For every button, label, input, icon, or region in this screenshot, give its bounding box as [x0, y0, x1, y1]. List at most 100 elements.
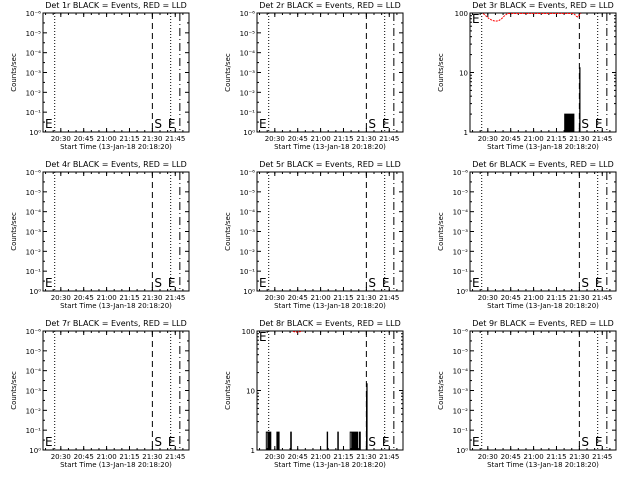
plot-title-6: Det 6r BLACK = Events, RED = LLD	[472, 160, 614, 169]
y-tick-label: 10⁻³	[26, 388, 42, 396]
y-tick-label: 10⁻²	[26, 407, 42, 415]
x-axis-label-1: Start Time (13-Jan-18 20:18:20)	[60, 143, 172, 151]
lld-series	[293, 330, 303, 333]
end-marker-E: E	[382, 117, 390, 131]
left-edge-marker-E: E	[45, 117, 53, 131]
y-tick-label: 10⁻³	[453, 229, 469, 237]
y-tick-label: 10⁰	[29, 288, 41, 296]
x-tick-label: 20:30	[478, 294, 498, 302]
y-tick-label: 10⁻⁶	[26, 10, 42, 18]
y-tick-label: 10⁻²	[453, 248, 469, 256]
y-axis-label-4: Counts/sec	[10, 212, 18, 251]
y-tick-label: 10⁻⁴	[26, 209, 42, 217]
x-tick-label: 21:15	[546, 453, 566, 461]
y-tick-label: 10⁻¹	[26, 427, 42, 435]
x-tick-label: 21:30	[356, 294, 376, 302]
left-edge-marker-E: E	[259, 276, 267, 290]
x-tick-label: 21:00	[310, 135, 330, 143]
end-marker-E: E	[168, 435, 176, 449]
x-tick-label: 20:30	[265, 453, 285, 461]
y-tick-label: 10⁻¹	[26, 268, 42, 276]
y-axis-label-1: Counts/sec	[10, 53, 18, 92]
y-tick-label: 10⁻⁵	[26, 30, 42, 38]
plot-frame-3	[469, 12, 617, 133]
x-tick-label: 20:30	[51, 294, 71, 302]
plot-frame-9	[469, 330, 617, 451]
y-tick-label: 10⁰	[243, 129, 255, 137]
y-tick-label: 10⁻⁵	[453, 189, 469, 197]
start-marker-S: S	[154, 117, 162, 131]
x-axis-label-3: Start Time (13-Jan-18 20:18:20)	[487, 143, 599, 151]
end-marker-E: E	[595, 276, 603, 290]
y-tick-label: 10⁻⁶	[240, 169, 256, 177]
y-tick-label: 10⁻⁵	[240, 30, 256, 38]
x-axis-label-7: Start Time (13-Jan-18 20:18:20)	[60, 461, 172, 469]
y-tick-label: 10⁻⁶	[240, 10, 256, 18]
y-tick-label: 10⁰	[29, 129, 41, 137]
x-tick-label: 21:45	[165, 135, 185, 143]
y-tick-label: 10⁻⁴	[26, 50, 42, 58]
y-tick-label: 10⁻³	[26, 229, 42, 237]
x-tick-label: 20:45	[288, 135, 308, 143]
x-tick-label: 21:30	[569, 135, 589, 143]
plot-title-3: Det 3r BLACK = Events, RED = LLD	[472, 1, 614, 10]
y-axis-label-6: Counts/sec	[437, 212, 445, 251]
y-tick-label: 10⁻⁶	[26, 328, 42, 336]
plot-title-4: Det 4r BLACK = Events, RED = LLD	[45, 160, 187, 169]
y-tick-label: 10⁻⁴	[26, 368, 42, 376]
start-marker-S: S	[581, 117, 589, 131]
y-tick-label: 10⁻⁴	[453, 368, 469, 376]
start-marker-S: S	[368, 117, 376, 131]
y-tick-label: 10⁻⁵	[240, 189, 256, 197]
y-tick-label: 10⁻¹	[240, 109, 256, 117]
x-tick-label: 21:00	[523, 135, 543, 143]
plot-frame-4	[42, 171, 190, 292]
y-tick-label: 10⁻³	[26, 70, 42, 78]
x-tick-label: 21:45	[165, 294, 185, 302]
y-tick-label: 10⁻¹	[453, 427, 469, 435]
y-tick-label: 10⁰	[456, 288, 468, 296]
x-tick-label: 21:45	[379, 135, 399, 143]
y-tick-label: 10⁰	[29, 447, 41, 455]
end-marker-E: E	[595, 117, 603, 131]
end-marker-E: E	[168, 117, 176, 131]
x-axis-label-6: Start Time (13-Jan-18 20:18:20)	[487, 302, 599, 310]
end-marker-E: E	[382, 435, 390, 449]
plot-frame-2	[256, 12, 404, 133]
y-axis-label-8: Counts/sec	[224, 371, 232, 410]
x-tick-label: 21:30	[142, 453, 162, 461]
x-tick-label: 20:45	[288, 453, 308, 461]
x-tick-label: 20:30	[51, 453, 71, 461]
y-tick-label: 10⁻⁶	[26, 169, 42, 177]
left-edge-marker-E: E	[472, 435, 480, 449]
x-tick-label: 21:30	[142, 135, 162, 143]
start-marker-S: S	[154, 435, 162, 449]
plot-frame-6	[469, 171, 617, 292]
y-tick-label: 10⁻⁴	[240, 50, 256, 58]
y-tick-label: 10⁻²	[240, 89, 256, 97]
plot-title-8: Det 8r BLACK = Events, RED = LLD	[259, 319, 401, 328]
x-tick-label: 21:30	[569, 453, 589, 461]
plot-title-5: Det 5r BLACK = Events, RED = LLD	[259, 160, 401, 169]
x-tick-label: 20:45	[74, 294, 94, 302]
left-edge-marker-E: E	[472, 12, 480, 26]
y-tick-label: 10	[459, 70, 468, 78]
plot-frame-5	[256, 171, 404, 292]
x-tick-label: 20:30	[478, 453, 498, 461]
x-tick-label: 21:15	[333, 135, 353, 143]
x-tick-label: 21:30	[356, 453, 376, 461]
y-tick-label: 10⁻¹	[26, 109, 42, 117]
left-edge-marker-E: E	[45, 276, 53, 290]
x-tick-label: 21:00	[96, 135, 116, 143]
y-tick-label: 100	[455, 10, 468, 18]
x-tick-label: 20:45	[288, 294, 308, 302]
y-tick-label: 10⁻²	[240, 248, 256, 256]
y-tick-label: 10⁻⁵	[453, 348, 469, 356]
x-tick-label: 20:30	[265, 135, 285, 143]
y-axis-label-5: Counts/sec	[224, 212, 232, 251]
x-axis-label-5: Start Time (13-Jan-18 20:18:20)	[274, 302, 386, 310]
y-tick-label: 10⁻²	[453, 407, 469, 415]
x-tick-label: 21:15	[119, 453, 139, 461]
start-marker-S: S	[154, 276, 162, 290]
